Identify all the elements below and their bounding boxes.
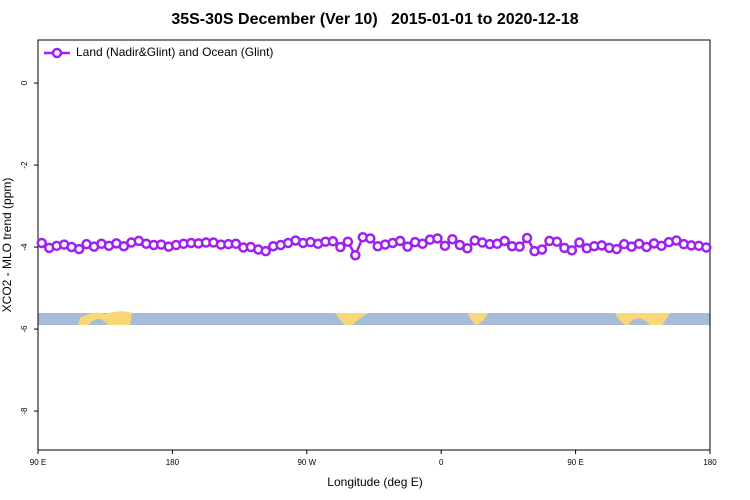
data-point: [365, 233, 376, 244]
legend: Land (Nadir&Glint) and Ocean (Glint): [44, 45, 273, 59]
x-tick-label: 90 E: [567, 458, 583, 467]
data-point: [260, 245, 271, 257]
data-point: [439, 240, 451, 252]
data-point: [536, 244, 548, 255]
x-axis-label: Longitude (deg E): [327, 475, 422, 489]
data-point: [350, 250, 361, 261]
data-point: [701, 242, 712, 253]
data-point: [335, 241, 346, 253]
data-point: [327, 236, 339, 247]
data-point: [499, 235, 510, 247]
legend-label: Land (Nadir&Glint) and Ocean (Glint): [76, 45, 273, 59]
y-tick-label: -4: [20, 243, 29, 251]
x-tick-label: 180: [166, 458, 180, 467]
data-point: [342, 236, 354, 247]
data-point: [447, 234, 458, 245]
legend-marker: [51, 47, 63, 59]
y-axis-label: XCO2 - MLO trend (ppm): [0, 178, 14, 313]
data-point: [521, 232, 533, 244]
data-point: [551, 236, 563, 247]
data-point: [574, 237, 585, 248]
data-point: [566, 245, 578, 256]
x-tick-label: 0: [439, 458, 444, 467]
y-tick-label: -8: [20, 407, 29, 415]
data-point: [36, 237, 47, 249]
y-tick-label: -6: [20, 325, 29, 333]
y-tick-label: -2: [20, 161, 29, 169]
data-point: [394, 235, 406, 247]
data-point: [73, 243, 85, 255]
y-tick-label: 0: [20, 80, 29, 85]
data-point: [462, 243, 473, 254]
data-point: [402, 241, 413, 252]
x-tick-label: 90 W: [297, 458, 316, 467]
data-point: [514, 241, 525, 252]
x-tick-label: 180: [703, 458, 717, 467]
data-point: [417, 238, 428, 250]
x-tick-label: 90 E: [30, 458, 46, 467]
map-strip: [38, 311, 710, 325]
data-point: [432, 233, 443, 244]
chart-title: 35S-30S December (Ver 10) 2015-01-01 to …: [171, 11, 578, 28]
data-point: [611, 243, 622, 255]
